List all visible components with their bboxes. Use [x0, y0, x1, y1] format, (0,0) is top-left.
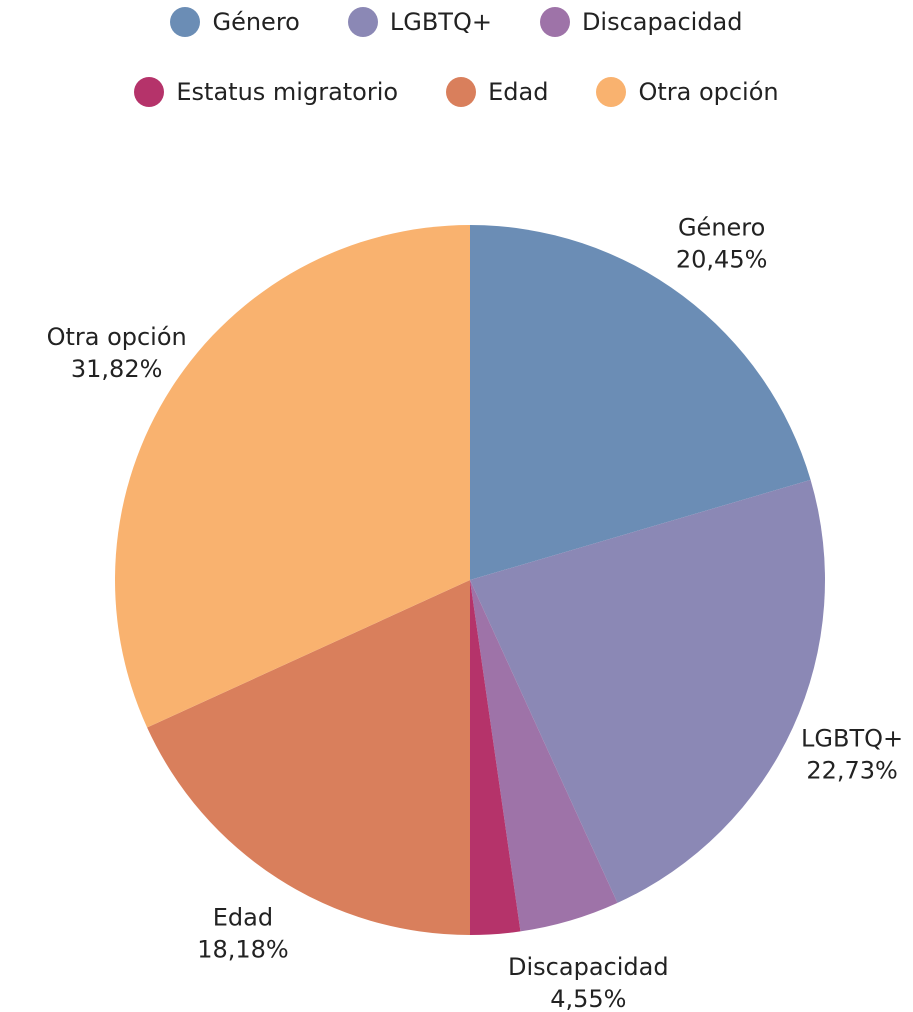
pie-slice	[115, 225, 471, 728]
slice-value-label: 31,82%	[71, 355, 163, 383]
slice-value-label: 22,73%	[806, 756, 898, 784]
legend-label: Género	[212, 8, 300, 36]
legend-label: Edad	[488, 78, 549, 106]
legend-swatch	[539, 7, 570, 37]
slice-label: Edad	[213, 903, 273, 931]
legend-swatch	[134, 77, 165, 107]
legend-item: Edad	[446, 74, 548, 110]
legend-swatch	[170, 7, 201, 37]
slice-label: Discapacidad	[508, 953, 669, 981]
legend-items: Género LGBTQ+ Discapacidad Estatus migrator…	[132, 0, 782, 110]
legend-label: LGBTQ+	[389, 8, 492, 36]
pie-slice	[470, 479, 825, 903]
legend-item: Género	[170, 4, 300, 40]
pie-slice	[470, 225, 811, 580]
legend-label: Otra opción	[638, 78, 779, 106]
pie-slice	[470, 580, 618, 932]
legend-swatch	[347, 7, 378, 37]
legend-label: Estatus migratorio	[176, 78, 399, 106]
legend-item: Otra opción	[596, 74, 779, 110]
legend-item: Estatus migratorio	[134, 74, 398, 110]
slice-label: Otra opción	[47, 323, 187, 351]
legend: Género LGBTQ+ Discapacidad Estatus migrator…	[0, 0, 913, 110]
legend-swatch	[596, 77, 627, 107]
pie-slice	[470, 580, 521, 935]
pie-slice	[147, 580, 471, 935]
slice-value-label: 4,55%	[550, 985, 626, 1012]
slice-value-label: 20,45%	[676, 246, 768, 274]
slice-label: LGBTQ+	[801, 724, 903, 752]
slice-label: Género	[678, 214, 765, 242]
legend-item: Discapacidad	[539, 4, 743, 40]
slice-value-label: 18,18%	[197, 935, 289, 963]
legend-swatch	[446, 77, 477, 107]
legend-label: Discapacidad	[581, 8, 743, 36]
legend-item: LGBTQ+	[347, 4, 492, 40]
